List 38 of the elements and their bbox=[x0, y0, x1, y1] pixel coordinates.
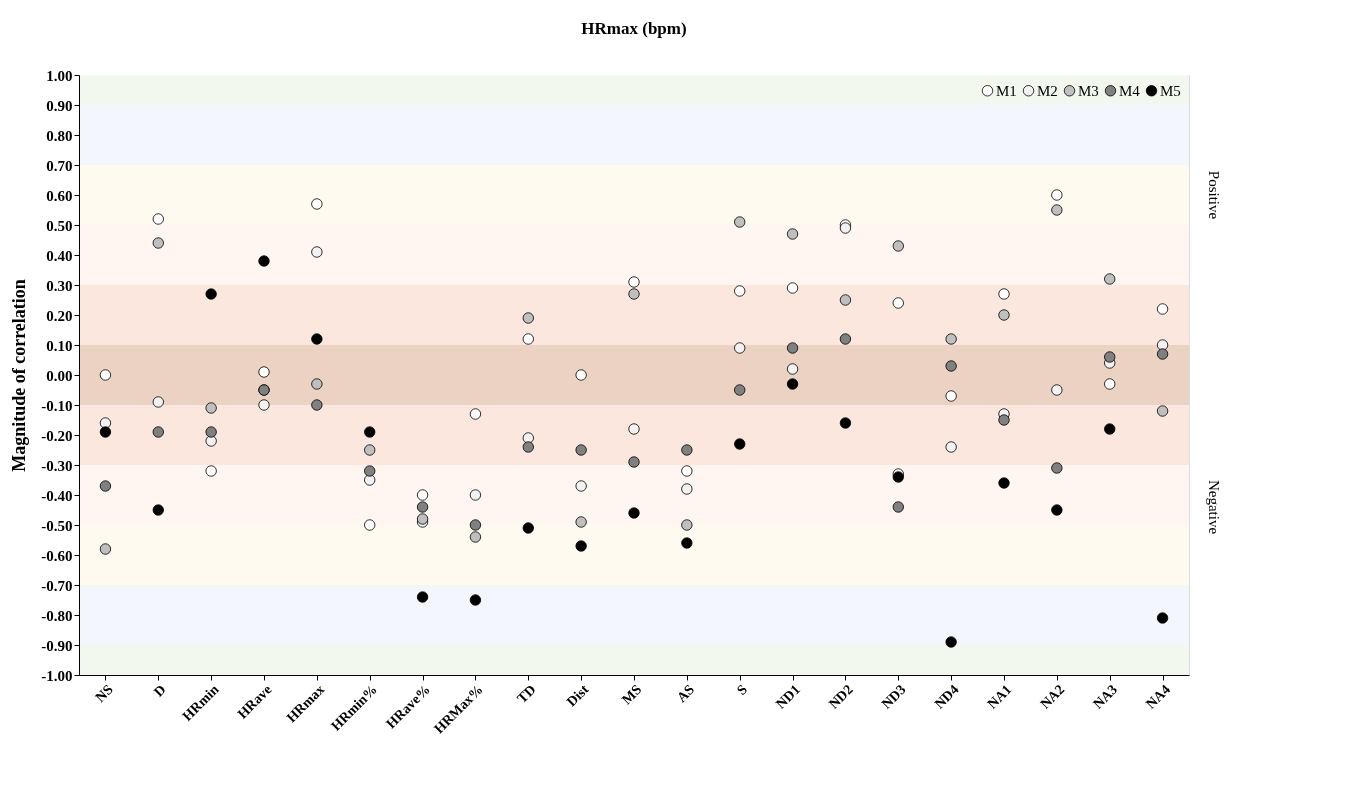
legend-label: M1 bbox=[996, 82, 1017, 99]
y-tick-label: -0.40 bbox=[41, 487, 73, 504]
y-tick-label: 0.20 bbox=[46, 307, 73, 324]
x-tick-label: D bbox=[150, 681, 169, 700]
y-tick-label: 1.00 bbox=[46, 67, 73, 84]
x-tick-label: NS bbox=[92, 681, 116, 706]
y-tick-label: -0.50 bbox=[41, 517, 73, 534]
y-tick-label: 0.60 bbox=[46, 187, 73, 204]
chart-title: HRmax (bpm) bbox=[581, 19, 687, 38]
legend-label: M3 bbox=[1078, 82, 1099, 99]
x-tick-label: MS bbox=[618, 681, 645, 708]
y-tick-label: 0.40 bbox=[46, 247, 73, 264]
x-tick-label: NA1 bbox=[984, 681, 1015, 712]
y-tick-label: -0.80 bbox=[41, 607, 73, 624]
x-tick-label: Dist bbox=[563, 681, 592, 710]
y-tick-label: -0.10 bbox=[41, 397, 73, 414]
x-tick-label: TD bbox=[514, 681, 539, 707]
y-tick-label: 0.70 bbox=[46, 157, 73, 174]
y-tick-label: -1.00 bbox=[41, 667, 73, 684]
legend-label: M2 bbox=[1037, 82, 1058, 99]
x-tick-label: AS bbox=[673, 681, 698, 706]
legend-label: M5 bbox=[1160, 82, 1181, 99]
y-tick-label: -0.30 bbox=[41, 457, 73, 474]
y-tick-label: 0.00 bbox=[46, 367, 73, 384]
y-tick-label: -0.70 bbox=[41, 577, 73, 594]
y-tick-label: 0.30 bbox=[46, 277, 73, 294]
y-tick-label: 0.80 bbox=[46, 127, 73, 144]
x-tick-label: S bbox=[733, 681, 751, 698]
y-tick-label: -0.90 bbox=[41, 637, 73, 654]
y-tick-label: 0.10 bbox=[46, 337, 73, 354]
y-tick-label: 0.50 bbox=[46, 217, 73, 234]
y-tick-label: 0.90 bbox=[46, 97, 73, 114]
text: Positive bbox=[1206, 170, 1222, 220]
legend-label: M4 bbox=[1119, 82, 1141, 99]
y-axis-title: Magnitude of correlation bbox=[9, 279, 30, 472]
y-tick-label: -0.60 bbox=[41, 547, 73, 564]
text: Negative bbox=[1206, 479, 1222, 535]
y-tick-label: -0.20 bbox=[41, 427, 73, 444]
